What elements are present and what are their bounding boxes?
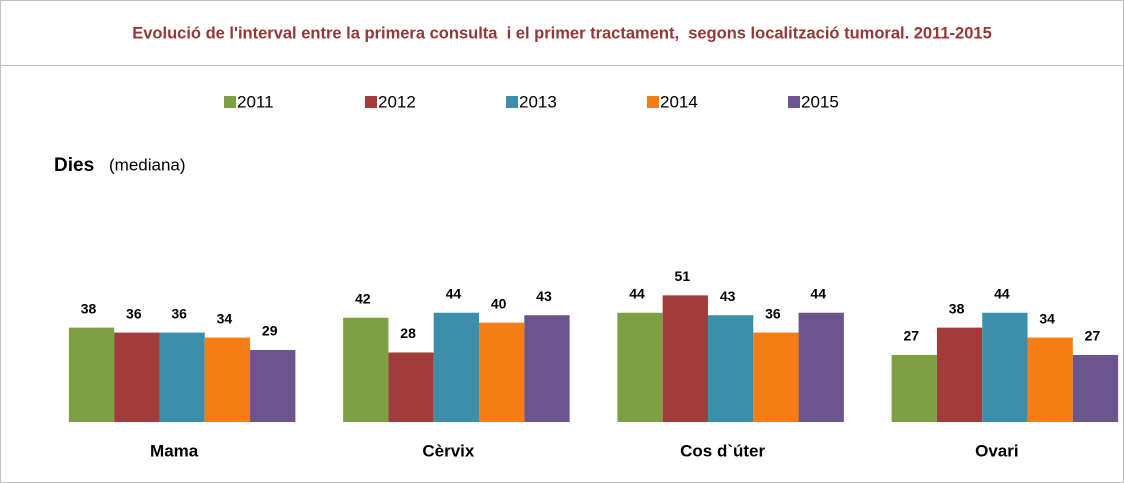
legend-swatch [647, 96, 659, 108]
data-label: 27 [1085, 328, 1101, 344]
bar [798, 312, 844, 422]
legend-swatch [788, 96, 800, 108]
bar [617, 312, 663, 422]
legend-swatch [365, 96, 377, 108]
data-label: 28 [400, 325, 416, 341]
bar [982, 312, 1028, 422]
x-tick-label: Cos d`úter [680, 441, 765, 460]
bar [343, 317, 389, 422]
data-label: 43 [536, 288, 552, 304]
bar [114, 332, 160, 422]
data-label: 42 [355, 290, 371, 306]
bar [433, 312, 480, 422]
bar [250, 349, 296, 422]
chart-title: Evolució de l'interval entre la primera … [132, 24, 992, 42]
bar [753, 332, 799, 422]
data-label: 34 [1039, 310, 1055, 326]
data-label: 51 [675, 268, 691, 284]
bar [479, 322, 525, 422]
bar [662, 295, 708, 422]
x-tick-label: Cèrvix [422, 441, 475, 460]
legend-swatch [506, 96, 518, 108]
data-label: 36 [126, 305, 142, 321]
bar [1072, 354, 1119, 422]
data-label: 44 [810, 285, 826, 301]
x-tick-label: Mama [150, 441, 199, 460]
legend-label: 2012 [378, 92, 416, 111]
data-label: 43 [720, 288, 736, 304]
bar [1027, 337, 1073, 422]
bar [707, 315, 754, 422]
bar [891, 354, 937, 422]
legend-label: 2013 [519, 92, 557, 111]
data-label: 40 [491, 295, 507, 311]
legend-label: 2011 [237, 92, 274, 111]
legend-swatch [224, 96, 236, 108]
data-label: 38 [949, 300, 965, 316]
bar [204, 337, 251, 422]
data-label: 27 [903, 328, 919, 344]
y-axis-note: (mediana) [109, 155, 186, 174]
data-label: 29 [262, 323, 278, 339]
y-axis-label: Dies [54, 155, 94, 176]
bar [388, 352, 434, 422]
data-label: 34 [217, 310, 233, 326]
data-label: 36 [171, 305, 187, 321]
legend-label: 2014 [660, 92, 698, 111]
bar [936, 327, 983, 422]
data-label: 36 [765, 305, 781, 321]
bar [524, 315, 570, 422]
bar [159, 332, 205, 422]
legend-label: 2015 [801, 92, 839, 111]
bar [68, 327, 115, 422]
data-label: 44 [994, 285, 1010, 301]
data-label: 44 [446, 285, 462, 301]
data-label: 38 [81, 300, 97, 316]
x-tick-label: Ovari [975, 441, 1018, 460]
data-label: 44 [629, 285, 645, 301]
